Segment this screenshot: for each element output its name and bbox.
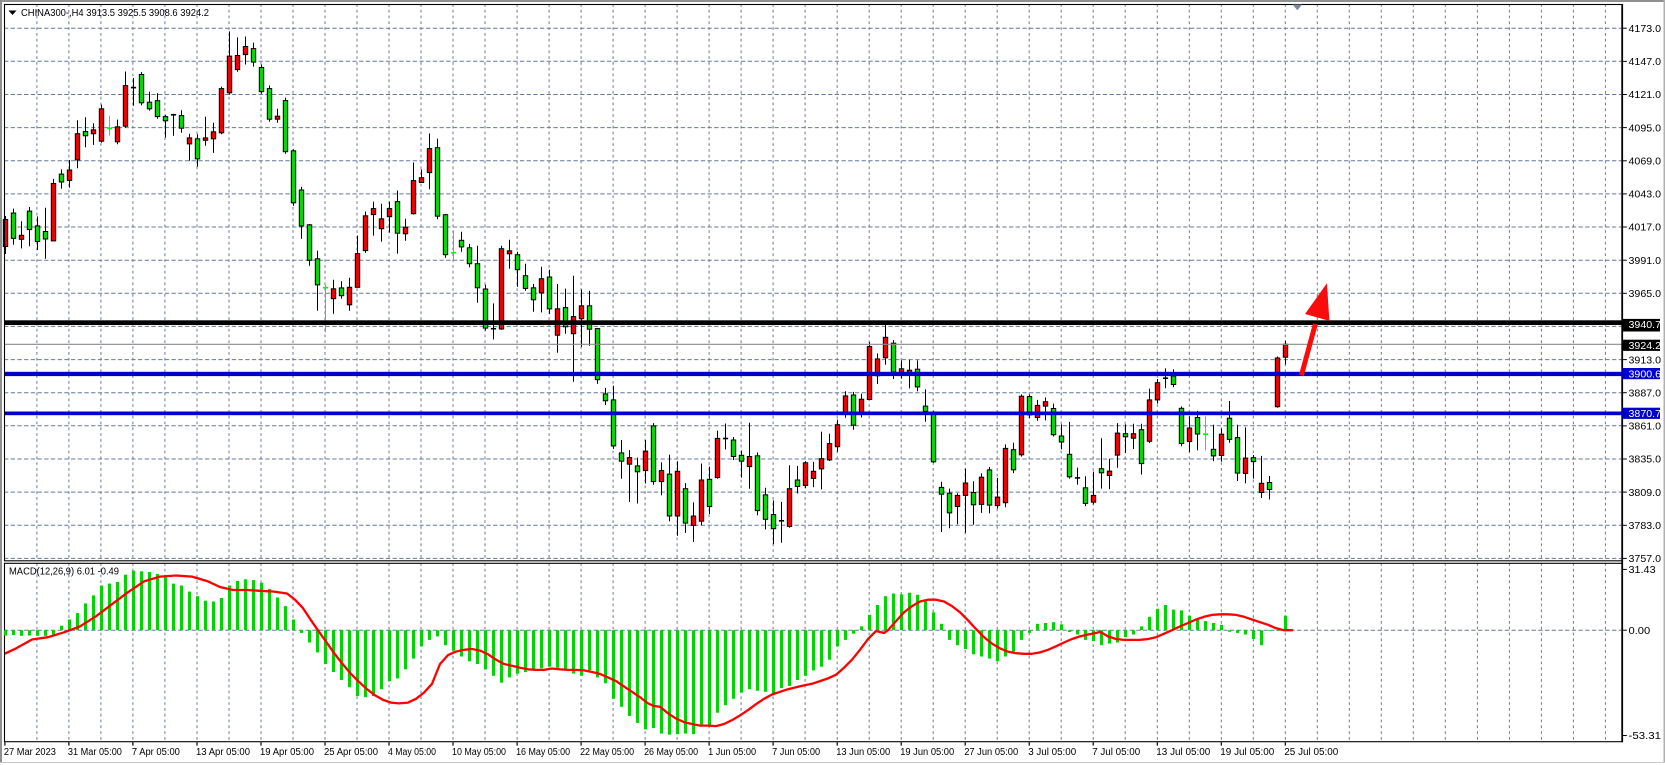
svg-text:4173.0: 4173.0 <box>1629 23 1662 35</box>
svg-text:13 Jul 05:00: 13 Jul 05:00 <box>1156 747 1210 758</box>
svg-text:13 Apr 05:00: 13 Apr 05:00 <box>196 747 250 758</box>
svg-text:4121.0: 4121.0 <box>1629 89 1662 101</box>
svg-text:16 May 05:00: 16 May 05:00 <box>516 747 570 758</box>
svg-text:27 Jun 05:00: 27 Jun 05:00 <box>964 747 1018 758</box>
svg-text:3900.6: 3900.6 <box>1629 368 1662 380</box>
svg-text:0.00: 0.00 <box>1629 625 1651 637</box>
svg-text:19 Apr 05:00: 19 Apr 05:00 <box>260 747 314 758</box>
svg-text:4095.0: 4095.0 <box>1629 122 1662 134</box>
svg-text:19 Jun 05:00: 19 Jun 05:00 <box>900 747 954 758</box>
svg-text:1 Jun 05:00: 1 Jun 05:00 <box>708 747 756 758</box>
svg-text:31.43: 31.43 <box>1629 564 1656 576</box>
svg-text:3809.0: 3809.0 <box>1629 487 1662 499</box>
svg-text:3835.0: 3835.0 <box>1629 454 1662 466</box>
svg-text:3783.0: 3783.0 <box>1629 520 1662 532</box>
svg-text:3913.0: 3913.0 <box>1629 354 1662 366</box>
svg-text:13 Jun 05:00: 13 Jun 05:00 <box>836 747 890 758</box>
svg-text:4147.0: 4147.0 <box>1629 56 1662 68</box>
svg-text:7 Jun 05:00: 7 Jun 05:00 <box>772 747 820 758</box>
svg-text:3965.0: 3965.0 <box>1629 288 1662 300</box>
svg-text:22 May 05:00: 22 May 05:00 <box>580 747 634 758</box>
svg-text:27 Mar 2023: 27 Mar 2023 <box>4 747 56 758</box>
svg-text:3991.0: 3991.0 <box>1629 255 1662 267</box>
svg-text:3757.0: 3757.0 <box>1629 553 1662 565</box>
svg-text:7 Jul 05:00: 7 Jul 05:00 <box>1092 747 1140 758</box>
svg-text:4017.0: 4017.0 <box>1629 222 1662 234</box>
svg-text:MACD(12,26,9) 6.01 -0.49: MACD(12,26,9) 6.01 -0.49 <box>9 566 119 578</box>
svg-text:-53.31: -53.31 <box>1629 730 1662 742</box>
svg-text:3887.0: 3887.0 <box>1629 387 1662 399</box>
svg-text:3861.0: 3861.0 <box>1629 421 1662 433</box>
svg-text:4069.0: 4069.0 <box>1629 156 1662 168</box>
svg-text:19 Jul 05:00: 19 Jul 05:00 <box>1220 747 1274 758</box>
svg-text:4043.0: 4043.0 <box>1629 189 1662 201</box>
svg-text:26 May 05:00: 26 May 05:00 <box>644 747 698 758</box>
svg-text:3924.2: 3924.2 <box>1629 340 1662 352</box>
svg-text:25 Jul 05:00: 25 Jul 05:00 <box>1284 747 1338 758</box>
svg-text:25 Apr 05:00: 25 Apr 05:00 <box>324 747 378 758</box>
svg-text:3 Jul 05:00: 3 Jul 05:00 <box>1028 747 1076 758</box>
svg-text:CHINA300-,H4 3913.5 3925.5 39: CHINA300-,H4 3913.5 3925.5 3908.6 3924.2 <box>21 7 209 19</box>
svg-text:31 Mar 05:00: 31 Mar 05:00 <box>68 747 122 758</box>
svg-text:4 May 05:00: 4 May 05:00 <box>388 747 436 758</box>
svg-text:3870.7: 3870.7 <box>1629 408 1662 420</box>
svg-text:10 May 05:00: 10 May 05:00 <box>452 747 506 758</box>
svg-text:3940.7: 3940.7 <box>1629 319 1662 331</box>
svg-text:7 Apr 05:00: 7 Apr 05:00 <box>132 747 180 758</box>
